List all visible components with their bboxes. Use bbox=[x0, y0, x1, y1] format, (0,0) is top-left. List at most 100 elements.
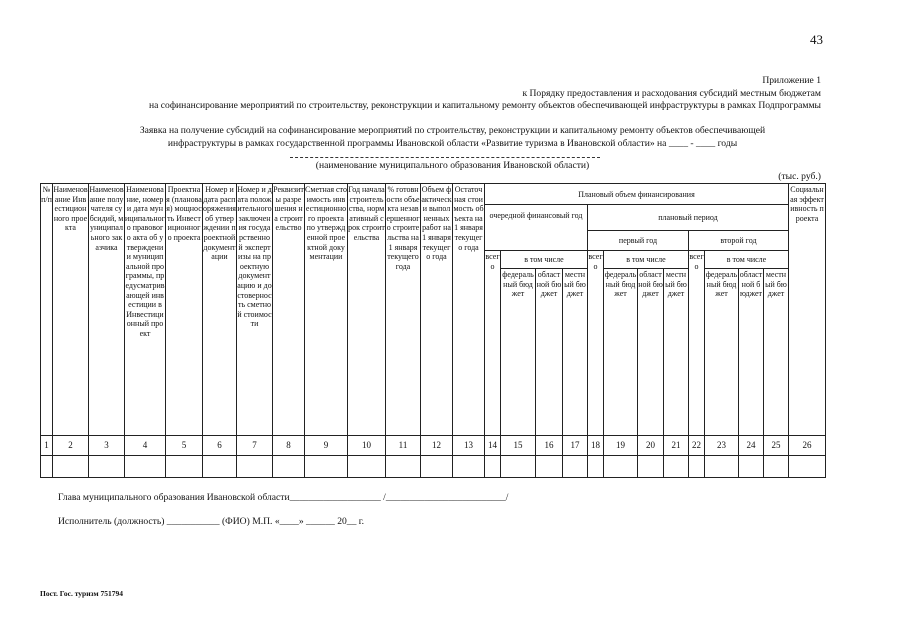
municipality-underline bbox=[290, 157, 600, 158]
executor-line: Исполнитель (должность) ___________ (ФИО… bbox=[58, 516, 365, 527]
regional-header-3: областной бюджет bbox=[738, 268, 764, 436]
data-cell[interactable] bbox=[304, 455, 348, 478]
column-number-23: 23 bbox=[704, 435, 739, 456]
column-number-20: 20 bbox=[637, 435, 664, 456]
header-col-4: Наименование, номер и дата муниципальног… bbox=[124, 183, 166, 436]
header-col-2: Наименование Инвестиционного проекта bbox=[52, 183, 89, 436]
data-cell[interactable] bbox=[484, 455, 501, 478]
federal-header-2: федеральный бюджет bbox=[603, 268, 638, 436]
data-cell[interactable] bbox=[452, 455, 485, 478]
title-line-1: Заявка на получение субсидий на софинанс… bbox=[139, 125, 766, 136]
data-cell[interactable] bbox=[738, 455, 764, 478]
column-number-11: 11 bbox=[385, 435, 421, 456]
column-number-15: 15 bbox=[500, 435, 536, 456]
column-number-24: 24 bbox=[738, 435, 764, 456]
total-header-3: всего bbox=[688, 250, 705, 436]
data-cell[interactable] bbox=[688, 455, 705, 478]
local-header-1: местный бюджет bbox=[562, 268, 588, 436]
column-number-4: 4 bbox=[124, 435, 166, 456]
header-col-12: Объем фактически выполненных работ на 1 … bbox=[420, 183, 453, 436]
column-number-25: 25 bbox=[763, 435, 789, 456]
header-col-6: Номер и дата распоряжения об утверждении… bbox=[202, 183, 237, 436]
data-cell[interactable] bbox=[52, 455, 89, 478]
column-number-21: 21 bbox=[663, 435, 689, 456]
header-col-13: Остаточная стоимость объекта на 1 января… bbox=[452, 183, 485, 436]
data-cell[interactable] bbox=[603, 455, 638, 478]
column-number-14: 14 bbox=[484, 435, 501, 456]
header-col-3: Наименование получателя субсидий, муници… bbox=[88, 183, 125, 436]
total-header-1: всего bbox=[484, 250, 501, 436]
including-header-1: в том числе bbox=[500, 250, 588, 269]
header-col-10: Год начала строительства, нормативный ср… bbox=[347, 183, 386, 436]
data-cell[interactable] bbox=[788, 455, 826, 478]
head-signature-line: Глава муниципального образования Ивановс… bbox=[58, 492, 509, 503]
municipality-caption: (наименование муниципального образования… bbox=[315, 160, 590, 171]
empty-data-row bbox=[40, 455, 826, 478]
header-col-9: Сметная стоимость инвестиционного проект… bbox=[304, 183, 348, 436]
data-cell[interactable] bbox=[663, 455, 689, 478]
page-number: 43 bbox=[810, 32, 823, 47]
column-number-10: 10 bbox=[347, 435, 386, 456]
including-header-2: в том числе bbox=[603, 250, 689, 269]
regional-header-2: областной бюджет bbox=[637, 268, 664, 436]
units-label: (тыс. руб.) bbox=[778, 171, 821, 182]
column-numbers-row: 1 2 3 4 5 6 7 8 9 10 11 12 13 14 15 16 17 18 19 20 21 22 23 24 2… bbox=[40, 435, 826, 456]
header-col-5: Проектная (плановая) мощность Инвестицио… bbox=[165, 183, 203, 436]
data-cell[interactable] bbox=[124, 455, 166, 478]
local-header-2: местный бюджет bbox=[663, 268, 689, 436]
column-number-3: 3 bbox=[88, 435, 125, 456]
data-cell[interactable] bbox=[40, 455, 53, 478]
next-fiscal-year-header: очередной финансовый год bbox=[484, 204, 588, 251]
column-number-19: 19 bbox=[603, 435, 638, 456]
data-cell[interactable] bbox=[763, 455, 789, 478]
column-number-12: 12 bbox=[420, 435, 453, 456]
column-number-9: 9 bbox=[304, 435, 348, 456]
data-cell[interactable] bbox=[704, 455, 739, 478]
appendix-label: Приложение 1 bbox=[762, 75, 821, 86]
second-year-header: второй год bbox=[688, 230, 789, 251]
document-code: Пост. Гос. туризм 751794 bbox=[40, 589, 123, 598]
local-header-3: местный бюджет bbox=[763, 268, 789, 436]
column-number-22: 22 bbox=[688, 435, 705, 456]
planned-volume-header: Плановый объем финансирования bbox=[484, 183, 789, 205]
data-cell[interactable] bbox=[500, 455, 536, 478]
header-col-26: Социальная эффективность проекта bbox=[788, 183, 826, 436]
title-line-2: инфраструктуры в рамках государственной … bbox=[167, 138, 738, 149]
data-cell[interactable] bbox=[587, 455, 604, 478]
column-number-17: 17 bbox=[562, 435, 588, 456]
including-header-3: в том числе bbox=[704, 250, 789, 269]
application-table: № п/п Наименование Инвестиционного проек… bbox=[40, 183, 826, 478]
column-number-1: 1 bbox=[40, 435, 53, 456]
total-header-2: всего bbox=[587, 250, 604, 436]
appendix-line-2: к Порядку предоставления и расходования … bbox=[522, 88, 821, 99]
column-number-16: 16 bbox=[535, 435, 563, 456]
data-cell[interactable] bbox=[165, 455, 203, 478]
column-number-5: 5 bbox=[165, 435, 203, 456]
column-number-6: 6 bbox=[202, 435, 237, 456]
appendix-line-3: на софинансирование мероприятий по строи… bbox=[148, 100, 821, 111]
data-cell[interactable] bbox=[347, 455, 386, 478]
federal-header-1: федеральный бюджет bbox=[500, 268, 536, 436]
data-cell[interactable] bbox=[535, 455, 563, 478]
column-number-7: 7 bbox=[236, 435, 273, 456]
data-cell[interactable] bbox=[385, 455, 421, 478]
data-cell[interactable] bbox=[272, 455, 305, 478]
data-cell[interactable] bbox=[562, 455, 588, 478]
data-cell[interactable] bbox=[88, 455, 125, 478]
data-cell[interactable] bbox=[236, 455, 273, 478]
column-number-8: 8 bbox=[272, 435, 305, 456]
column-number-2: 2 bbox=[52, 435, 89, 456]
header-col-1: № п/п bbox=[40, 183, 53, 436]
regional-header-1: областной бюджет bbox=[535, 268, 563, 436]
data-cell[interactable] bbox=[637, 455, 664, 478]
column-number-18: 18 bbox=[587, 435, 604, 456]
data-cell[interactable] bbox=[202, 455, 237, 478]
federal-header-3: федеральный бюджет bbox=[704, 268, 739, 436]
header-col-11: % готовности объекта незавершенного стро… bbox=[385, 183, 421, 436]
column-number-26: 26 bbox=[788, 435, 826, 456]
planning-period-header: плановый период bbox=[587, 204, 789, 231]
header-col-8: Реквизиты разрешения на строительство bbox=[272, 183, 305, 436]
data-cell[interactable] bbox=[420, 455, 453, 478]
column-number-13: 13 bbox=[452, 435, 485, 456]
first-year-header: первый год bbox=[587, 230, 689, 251]
